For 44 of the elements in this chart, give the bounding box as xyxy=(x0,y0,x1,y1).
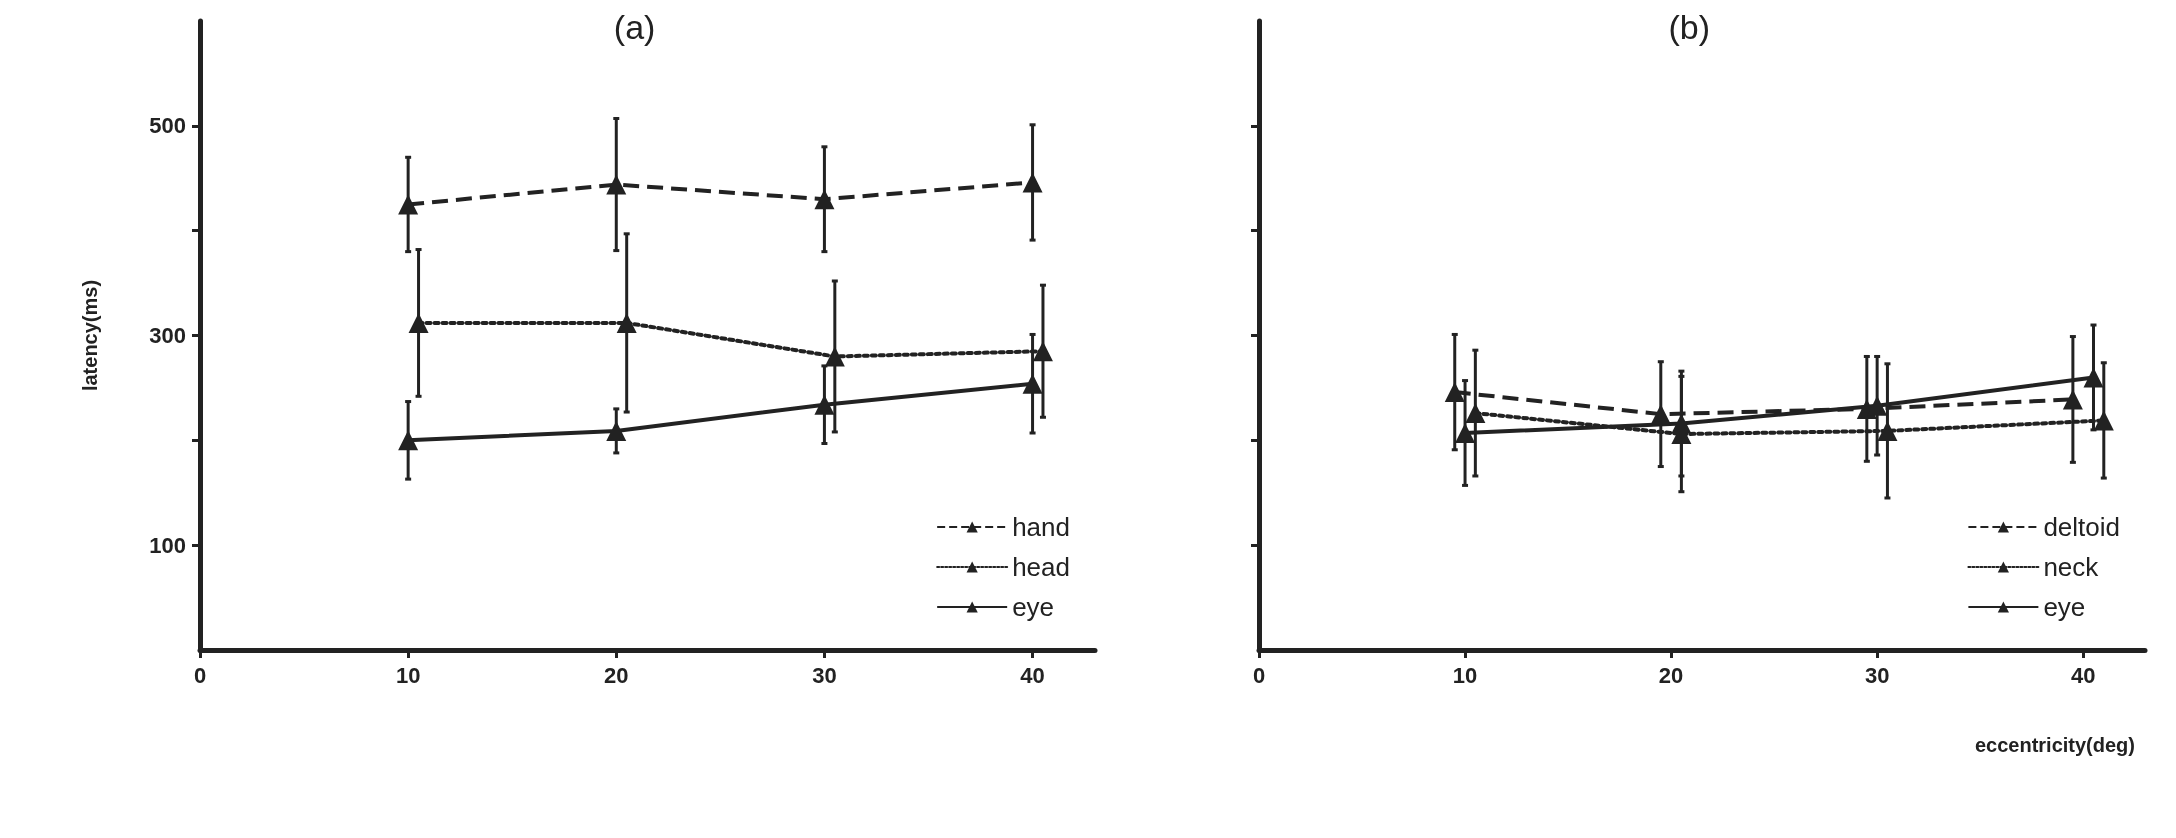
point xyxy=(408,312,429,333)
point xyxy=(1650,404,1671,425)
x-tick-label: 30 xyxy=(1864,662,1890,688)
legend-label: eye xyxy=(1012,592,1055,622)
x-tick-label: 0 xyxy=(193,662,207,688)
x-axis-title: eccentricity(deg) xyxy=(1974,734,2135,756)
point xyxy=(1465,403,1486,424)
point xyxy=(616,312,637,333)
y-tick-label: 500 xyxy=(149,113,186,139)
legend-label: deltoid xyxy=(2043,512,2121,542)
point xyxy=(1455,422,1476,443)
point xyxy=(824,346,845,367)
x-tick-label: 10 xyxy=(395,662,421,688)
x-tick-label: 20 xyxy=(1658,662,1684,688)
point xyxy=(1444,382,1465,403)
point xyxy=(398,430,419,451)
chart-title: (a) xyxy=(613,8,656,46)
y-tick-label: 100 xyxy=(149,532,186,558)
point xyxy=(2062,389,2083,410)
point xyxy=(814,394,835,415)
x-tick-label: 0 xyxy=(1252,662,1266,688)
legend-label: neck xyxy=(2043,552,2100,582)
x-tick-label: 30 xyxy=(812,662,837,688)
x-tick-label: 40 xyxy=(1020,662,1045,688)
x-tick-label: 20 xyxy=(604,662,629,688)
point xyxy=(1671,413,1692,434)
legend-label: head xyxy=(1012,552,1070,582)
point xyxy=(2083,367,2104,388)
point xyxy=(606,174,627,195)
point xyxy=(398,194,419,215)
x-tick-label: 10 xyxy=(1452,662,1478,688)
point xyxy=(1877,420,1898,441)
y-axis-title: latency(ms) xyxy=(79,279,101,392)
chart-title: (b) xyxy=(1668,8,1711,46)
y-tick-label: 300 xyxy=(149,323,186,348)
point xyxy=(1032,341,1053,362)
point xyxy=(1022,172,1043,193)
legend-label: eye xyxy=(2043,592,2086,622)
point xyxy=(1022,373,1043,394)
x-tick-label: 40 xyxy=(2070,662,2096,688)
legend-label: hand xyxy=(1012,512,1070,542)
point xyxy=(606,420,627,441)
point xyxy=(814,189,835,210)
point xyxy=(2093,410,2114,431)
